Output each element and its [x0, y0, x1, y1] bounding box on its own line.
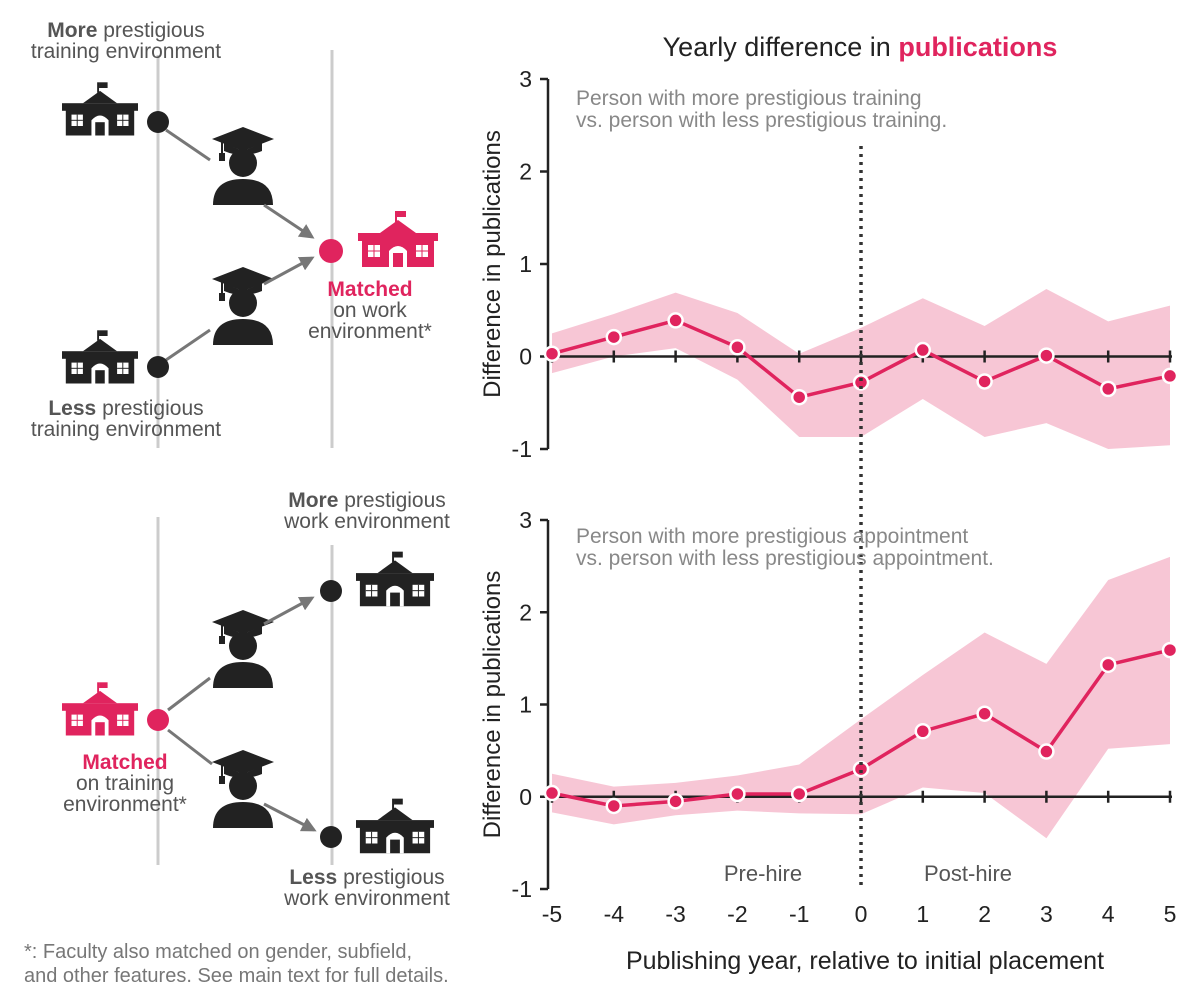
- label-rest: prestigious: [97, 19, 205, 42]
- top-target-label: Matched on work environment*: [290, 279, 450, 342]
- x-tick-label: 4: [1102, 901, 1115, 927]
- x-tick-label: 0: [855, 901, 868, 927]
- data-point: [914, 723, 932, 740]
- y-tick-label: -1: [512, 876, 532, 902]
- data-point: [1099, 380, 1117, 398]
- x-axis-label: Publishing year, relative to initial pla…: [625, 947, 1105, 975]
- bold-word: Less: [289, 866, 338, 889]
- y-tick-label: 1: [519, 251, 532, 277]
- bold-word: Matched: [327, 278, 413, 301]
- label-rest: prestigious: [96, 397, 204, 420]
- data-point: [1038, 347, 1055, 364]
- label-line2: work environment: [284, 887, 450, 910]
- label-line2: work environment: [284, 510, 450, 533]
- title-highlight: publications: [898, 32, 1058, 62]
- x-tick-label: -4: [604, 901, 625, 927]
- data-point: [1161, 641, 1179, 659]
- data-point: [667, 793, 684, 810]
- bold-word: Less: [48, 397, 97, 420]
- graduate-icon: [212, 267, 274, 345]
- graduate-icon: [212, 750, 274, 828]
- y-tick-label: 1: [519, 692, 532, 718]
- y-tick-label: 0: [519, 344, 532, 370]
- x-tick-label: 5: [1164, 901, 1177, 927]
- x-tick-label: 3: [1040, 901, 1053, 927]
- y-tick-label: 0: [519, 784, 532, 810]
- label-line3: environment*: [63, 793, 187, 816]
- label-line2: training environment: [30, 418, 222, 441]
- school-icon: [62, 682, 138, 736]
- data-point: [790, 388, 808, 406]
- data-point: [543, 784, 561, 802]
- y-tick-label: -1: [512, 436, 532, 462]
- data-point: [914, 341, 932, 359]
- data-point: [729, 339, 746, 356]
- annotation-line2: vs. person with less prestigious trainin…: [576, 109, 948, 132]
- graduate-icon: [212, 610, 274, 688]
- x-tick-label: -1: [789, 901, 809, 927]
- y-tick-label: 2: [519, 599, 532, 625]
- x-tick-label: -5: [542, 901, 562, 927]
- data-point: [976, 705, 993, 722]
- data-point: [1038, 743, 1055, 760]
- label-line2: training environment: [30, 40, 222, 63]
- data-point: [852, 374, 870, 391]
- confidence-band: [552, 288, 1170, 449]
- x-tick-label: -3: [665, 901, 685, 927]
- data-point: [605, 328, 623, 346]
- y-tick-label: 3: [519, 507, 532, 533]
- footnote: *: Faculty also matched on gender, subfi…: [24, 940, 449, 988]
- data-point: [976, 373, 993, 390]
- school-icon: [358, 211, 438, 267]
- label-rest: prestigious: [337, 866, 445, 889]
- top-annotation: Person with more prestigious training vs…: [576, 88, 947, 132]
- bold-word: More: [47, 19, 98, 42]
- x-tick-label: -2: [727, 901, 747, 927]
- label-line2: on training: [75, 772, 175, 795]
- x-tick-label: 1: [916, 901, 929, 927]
- y-tick-label: 3: [519, 66, 532, 92]
- label-line2: on work: [333, 299, 407, 322]
- y-axis-label: Difference in publications: [479, 571, 506, 839]
- charts: 3 2 1 0 -1 Difference in publications 3 2 1 0 -1 Di…: [479, 66, 1179, 927]
- annotation-line1: Person with more prestigious appointment: [576, 525, 969, 548]
- bottom-target-low-label: Less prestigious work environment: [262, 867, 472, 909]
- data-point: [790, 785, 808, 803]
- post-hire-label: Post-hire: [924, 861, 1012, 886]
- label-rest: prestigious: [338, 489, 446, 512]
- bottom-target-high-label: More prestigious work environment: [262, 490, 472, 532]
- annotation-line2: vs. person with less prestigious appoint…: [576, 547, 994, 570]
- graduate-icon: [212, 127, 274, 205]
- data-point: [729, 785, 746, 803]
- data-point: [667, 312, 684, 329]
- school-icon: [62, 82, 138, 136]
- top-source-low-label: Less prestigious training environment: [6, 398, 246, 440]
- pre-hire-label: Pre-hire: [724, 861, 802, 886]
- bottom-source-label: Matched on training environment*: [40, 752, 210, 815]
- top-diagram: [62, 50, 438, 448]
- school-icon: [356, 798, 434, 854]
- school-icon: [356, 551, 434, 607]
- data-point: [543, 345, 561, 362]
- school-icon: [62, 330, 138, 384]
- bottom-annotation: Person with more prestigious appointment…: [576, 526, 994, 570]
- annotation-line1: Person with more prestigious training: [576, 87, 922, 110]
- label-line3: environment*: [308, 320, 432, 343]
- footnote-line1: *: Faculty also matched on gender, subfi…: [24, 941, 413, 963]
- data-point: [1161, 367, 1179, 385]
- data-point: [1099, 656, 1117, 674]
- y-axis-label: Difference in publications: [479, 130, 506, 398]
- bold-word: More: [288, 489, 339, 512]
- chart-title: Yearly difference in publications: [560, 32, 1160, 63]
- bold-word: Matched: [82, 751, 168, 774]
- x-tick-label: 2: [978, 901, 991, 927]
- bottom-diagram: [62, 517, 434, 865]
- title-prefix: Yearly difference in: [662, 32, 899, 62]
- confidence-band: [552, 556, 1170, 839]
- top-source-high-label: More prestigious training environment: [6, 20, 246, 62]
- data-point: [605, 797, 623, 815]
- footnote-line2: and other features. See main text for fu…: [24, 965, 449, 987]
- y-tick-label: 2: [519, 159, 532, 185]
